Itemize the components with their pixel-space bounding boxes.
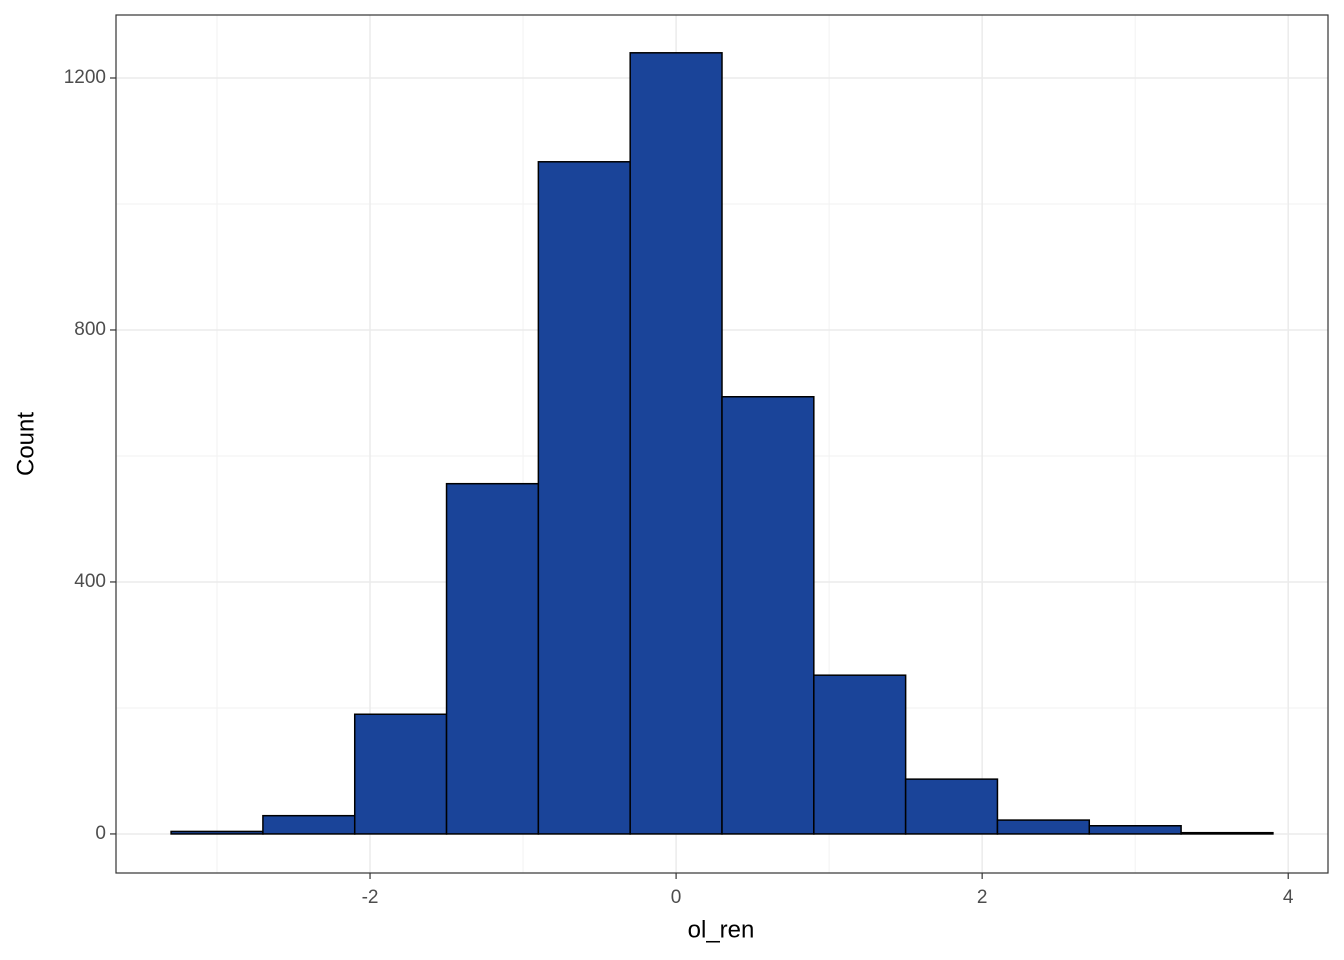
bar xyxy=(996,819,1091,835)
bar xyxy=(904,778,999,835)
x-tick-label: 4 xyxy=(1283,887,1294,908)
x-tick-label: 0 xyxy=(671,887,682,908)
bar xyxy=(721,396,815,835)
y-tick-label: 0 xyxy=(95,823,106,844)
bar xyxy=(629,52,723,835)
bar xyxy=(1088,825,1182,835)
y-tick-label: 800 xyxy=(74,319,106,340)
y-tick-label: 1200 xyxy=(64,67,106,88)
bar xyxy=(813,674,907,835)
y-axis-title: Count xyxy=(12,412,39,476)
x-tick-label: -2 xyxy=(362,887,379,908)
x-axis-title: ol_ren xyxy=(688,916,755,943)
bar xyxy=(353,713,448,835)
bar xyxy=(262,814,356,835)
bar xyxy=(170,830,264,835)
bar xyxy=(1180,831,1274,835)
bar xyxy=(445,482,540,835)
y-tick-label: 400 xyxy=(74,571,106,592)
x-tick-label: 2 xyxy=(977,887,988,908)
bar xyxy=(537,161,631,835)
panel-border xyxy=(115,14,1329,874)
